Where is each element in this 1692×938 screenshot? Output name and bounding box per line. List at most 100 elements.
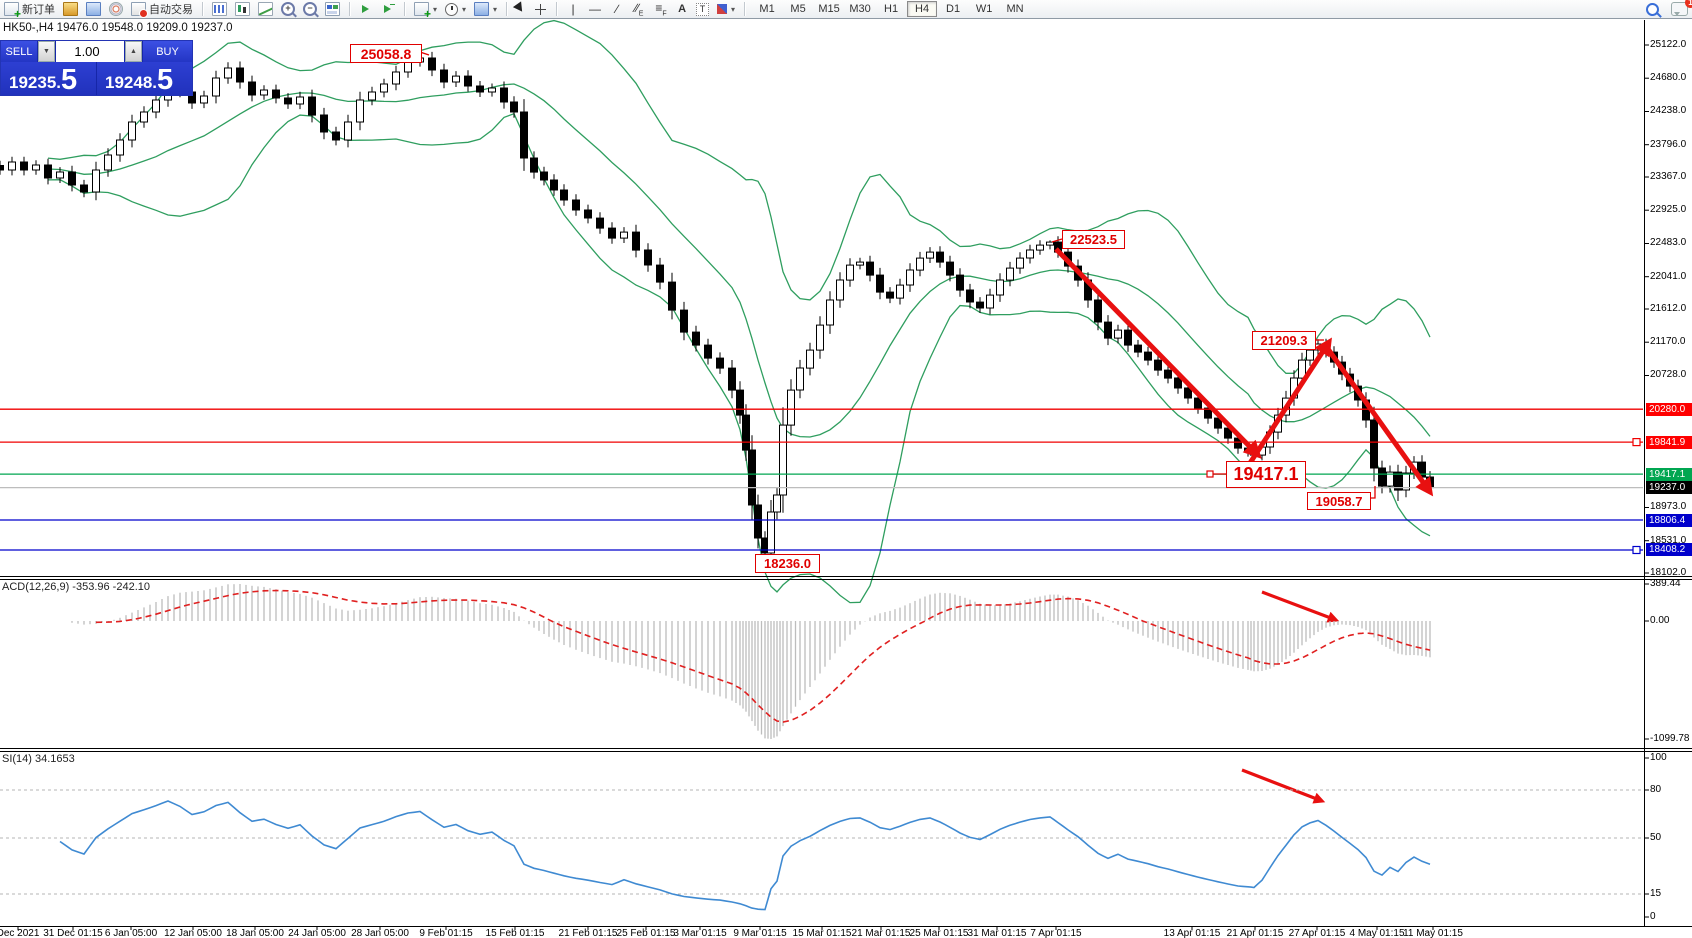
signal-icon: [109, 2, 123, 16]
candle-body: [452, 75, 460, 83]
buy-button[interactable]: BUY: [143, 41, 192, 62]
candle-body: [680, 309, 688, 333]
candle-body: [1124, 329, 1132, 346]
crosshair-tool-button[interactable]: [532, 1, 549, 17]
timeframe-button-h1[interactable]: H1: [884, 3, 899, 15]
candle-body: [500, 87, 508, 103]
notifications-button[interactable]: 1: [1669, 0, 1692, 17]
indicators-button[interactable]: ▾: [412, 1, 439, 19]
profiles-button[interactable]: [84, 1, 103, 17]
volume-input[interactable]: 1.00: [56, 41, 124, 62]
candle-body: [1306, 349, 1314, 361]
price-badge: 19841.9: [1646, 435, 1692, 449]
zoom-in-button[interactable]: +: [279, 1, 297, 17]
time-axis-label: 15 Feb 01:15: [485, 928, 545, 938]
horizontal-line-icon: —: [589, 2, 602, 16]
trend-arrow[interactable]: [1247, 337, 1332, 465]
chart-bars-button[interactable]: [210, 1, 229, 17]
chevron-down-icon: ▾: [462, 4, 467, 14]
price-axis-label: 22483.0: [1650, 237, 1687, 249]
candle-body: [644, 249, 652, 266]
trend-arrow[interactable]: [1054, 247, 1262, 459]
annotation-label[interactable]: 19417.1: [1226, 461, 1306, 488]
candle-body: [584, 209, 592, 219]
time-axis-label: 21 Feb 01:15: [558, 928, 618, 938]
auto-scroll-button[interactable]: [357, 1, 375, 17]
candle-body: [1094, 299, 1102, 323]
label-tool-button[interactable]: T: [694, 1, 711, 17]
candle-body: [986, 294, 994, 309]
candle-body: [56, 171, 64, 179]
annotation-label[interactable]: 22523.5: [1062, 230, 1125, 249]
templates-button[interactable]: ▾: [472, 1, 499, 17]
chart-candles-button[interactable]: [233, 1, 252, 17]
timeframe-button-mn[interactable]: MN: [1006, 3, 1024, 15]
signals-button[interactable]: [107, 1, 125, 17]
text-label-icon: T: [696, 2, 710, 16]
trend-arrow[interactable]: [1241, 768, 1326, 804]
candle-body: [787, 389, 795, 426]
timeframe-button-h4[interactable]: H4: [907, 1, 938, 17]
candle-body: [212, 77, 220, 97]
price-axis-label: 23367.0: [1650, 171, 1687, 182]
candle-body: [1114, 329, 1122, 339]
price-badge: 19237.0: [1646, 481, 1692, 495]
cursor-tool-button[interactable]: [512, 0, 530, 19]
line-anchor-marker[interactable]: [1632, 545, 1641, 555]
annotation-anchor[interactable]: [1206, 470, 1214, 478]
auto-trading-button[interactable]: 自动交易: [129, 1, 195, 18]
styler-button[interactable]: [61, 1, 80, 17]
rsi-scale-label: 15: [1650, 888, 1662, 899]
timeframe-button-m5[interactable]: M5: [790, 3, 806, 15]
template-icon: [474, 2, 490, 16]
candle-body: [550, 179, 558, 191]
sell-button[interactable]: SELL: [1, 41, 37, 62]
candle-body: [1036, 244, 1044, 251]
candle-body: [440, 69, 448, 83]
toolbar-separator: [404, 2, 405, 16]
timeframe-button-m1[interactable]: M1: [759, 3, 775, 15]
trendline-tool-button[interactable]: ∕: [608, 1, 626, 17]
chart-shift-button[interactable]: [379, 1, 397, 17]
candle-body: [1204, 407, 1212, 419]
annotation-label[interactable]: 21209.3: [1252, 331, 1316, 350]
annotation-label[interactable]: 25058.8: [350, 44, 422, 63]
cursor-icon: [512, 0, 530, 19]
candle-body: [779, 424, 787, 496]
candle-body: [1386, 471, 1394, 487]
timeframe-button-d1[interactable]: D1: [946, 3, 961, 15]
volume-increase-button[interactable]: ▲: [125, 41, 142, 62]
candle-body: [608, 227, 616, 239]
tile-windows-button[interactable]: [323, 1, 342, 17]
price-axis-label: 22925.0: [1650, 204, 1687, 216]
search-button[interactable]: [1644, 1, 1661, 17]
buy-price[interactable]: 19248. 5: [97, 62, 192, 95]
annotation-label[interactable]: 19058.7: [1307, 492, 1371, 510]
time-axis-label: 25 Feb 01:15: [616, 928, 676, 938]
text-tool-button[interactable]: A: [674, 1, 690, 17]
new-order-button[interactable]: 新订单: [2, 1, 57, 19]
candle-body: [632, 231, 640, 251]
fibonacci-tool-button[interactable]: ≡F: [652, 1, 670, 17]
volume-decrease-button[interactable]: ▼: [38, 41, 55, 62]
candle-body: [896, 284, 904, 299]
hline-tool-button[interactable]: —: [586, 1, 604, 17]
trend-arrow[interactable]: [1325, 347, 1434, 497]
annotation-label[interactable]: 18236.0: [755, 554, 820, 573]
timeframe-button-m30[interactable]: M30: [849, 3, 871, 15]
candle-body: [876, 274, 884, 293]
timeframe-button-m15[interactable]: M15: [818, 3, 840, 15]
line-anchor-marker[interactable]: [1632, 438, 1641, 447]
zoom-out-button[interactable]: −: [301, 1, 319, 17]
timeframe-button-w1[interactable]: W1: [975, 3, 993, 15]
search-icon: [1646, 2, 1659, 16]
chart-line-button[interactable]: [256, 1, 275, 17]
sell-price[interactable]: 19235. 5: [1, 62, 96, 95]
periods-button[interactable]: ▾: [443, 1, 468, 17]
vline-tool-button[interactable]: |: [564, 1, 582, 17]
channel-tool-button[interactable]: ∕∕E: [630, 1, 648, 17]
candle-body: [0, 165, 4, 171]
trend-arrow[interactable]: [1261, 590, 1340, 623]
arrows-tool-button[interactable]: ▾: [715, 1, 737, 17]
